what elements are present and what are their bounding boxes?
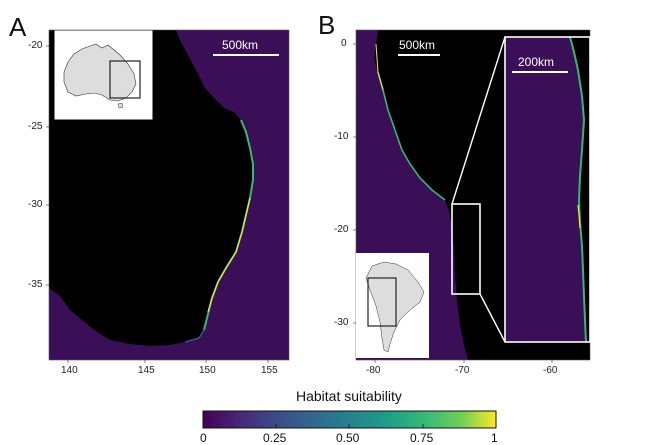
panel-a-y-tick: -20 (28, 40, 43, 51)
panel-b-scale-label: 500km (399, 38, 436, 52)
panel-a-y-tick: -35 (28, 279, 43, 290)
panel-b-y-tick: -20 (334, 224, 349, 235)
colorbar-title: Habitat suitability (296, 388, 402, 404)
panel-a-x-tick: 145 (138, 365, 155, 376)
colorbar-tick: 0.50 (336, 431, 360, 445)
colorbar-gradient (202, 410, 497, 429)
panel-a-letter: A (9, 12, 27, 42)
colorbar-tick: 0.25 (263, 431, 287, 445)
panel-b-locator-inset (356, 253, 429, 358)
panel-a-coast-low (184, 329, 205, 343)
panel-a-x-tick: 150 (199, 365, 216, 376)
panel-b-coast-suitability (377, 71, 446, 201)
panel-a-map (46, 29, 290, 363)
arrow-left-icon (590, 218, 620, 234)
colorbar-tick: 0 (200, 431, 207, 445)
panel-b-letter: B (318, 10, 336, 40)
panel-b-x-tick: -70 (455, 365, 470, 376)
panel-b-x-tick: -80 (366, 365, 381, 376)
panel-a-coast-high (207, 197, 251, 313)
australia-outline (63, 43, 137, 102)
panel-b-x-tick: -60 (543, 365, 558, 376)
south-america-outline (365, 261, 425, 353)
panel-b-inset-scale-label: 200km (518, 55, 555, 69)
panel-b-inset-extent-box (367, 277, 397, 327)
panel-b-coast-high (375, 43, 384, 91)
panel-b-y-tick: -10 (334, 131, 349, 142)
panel-a-locator-inset (54, 30, 153, 120)
panel-a-x-tick: 155 (261, 365, 278, 376)
panel-b-zoom-box (451, 203, 481, 295)
panel-a-scale-label: 500km (222, 38, 259, 52)
panel-b-zoom-inset (504, 36, 620, 343)
panel-a-inset-extent-box (109, 60, 141, 99)
colorbar-tick: 1 (491, 431, 498, 445)
panel-b-y-tick: -30 (334, 317, 349, 328)
panel-a-y-tick: -30 (28, 199, 43, 210)
colorbar-tick: 0.75 (410, 431, 434, 445)
panel-a-y-tick: -25 (28, 121, 43, 132)
panel-a-x-tick: 140 (61, 365, 78, 376)
panel-b-map (353, 29, 620, 363)
panel-b-y-tick: 0 (341, 38, 347, 49)
